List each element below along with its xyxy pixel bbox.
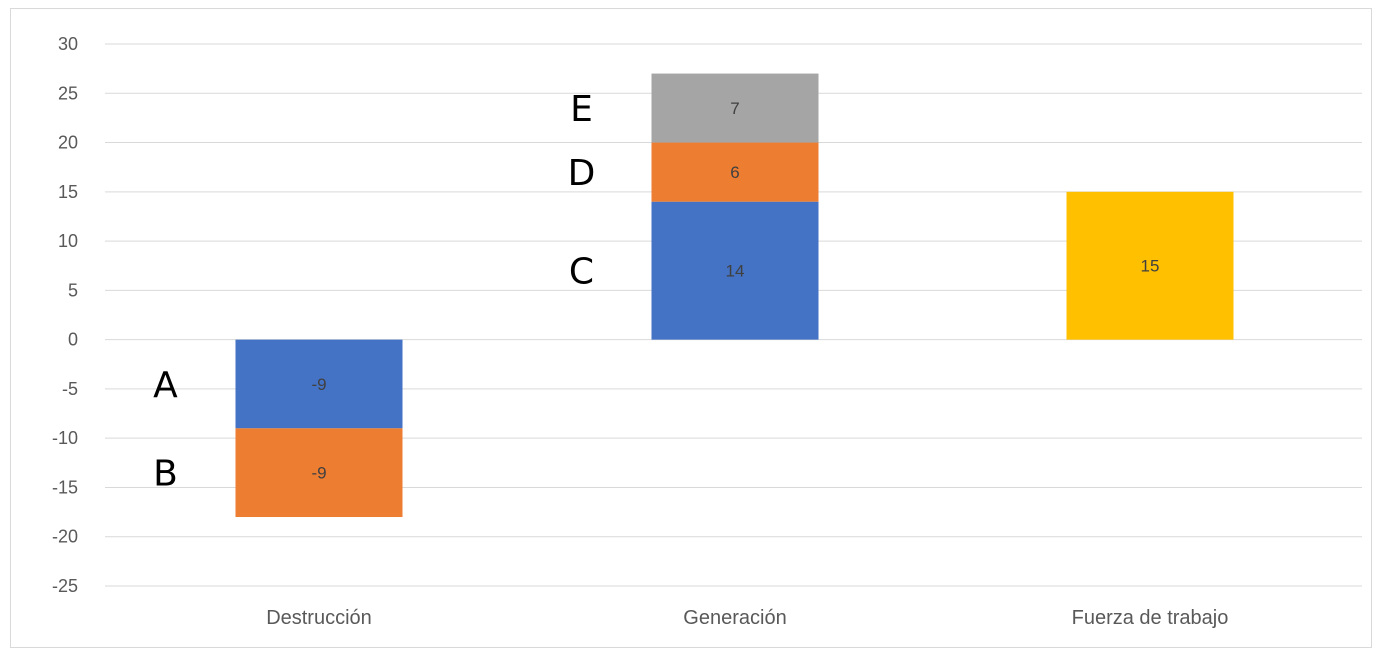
bar-segment (651, 73, 819, 143)
data-label: -9 (311, 464, 326, 483)
y-tick-label: 20 (58, 133, 78, 153)
bar-segment (651, 201, 819, 340)
x-category-label: Destrucción (266, 607, 372, 629)
x-category-label: Fuerza de trabajo (1072, 607, 1229, 629)
data-label: 14 (726, 262, 745, 281)
y-tick-label: 0 (68, 330, 78, 350)
segment-marker-label: C (569, 252, 594, 293)
y-tick-label: -5 (62, 379, 78, 399)
y-tick-label: -10 (52, 428, 78, 448)
x-category-label: Generación (683, 607, 786, 629)
y-tick-label: 25 (58, 83, 78, 103)
data-label: -9 (311, 375, 326, 394)
y-tick-label: -15 (52, 477, 78, 497)
y-tick-label: 15 (58, 182, 78, 202)
segment-marker-label: D (568, 153, 596, 194)
y-tick-label: 5 (68, 280, 78, 300)
data-label: 6 (730, 163, 739, 182)
y-tick-label: -20 (52, 527, 78, 547)
y-tick-label: 30 (58, 34, 78, 54)
bar-segment (1066, 191, 1234, 340)
data-label: 15 (1141, 257, 1160, 276)
data-label: 7 (730, 99, 739, 118)
y-tick-label: -25 (52, 576, 78, 596)
y-tick-label: 10 (58, 231, 78, 251)
segment-marker-label: A (153, 365, 178, 406)
bar-segment (651, 142, 819, 202)
bar-segment (235, 428, 403, 518)
bar-segment (235, 339, 403, 429)
segment-marker-label: B (153, 454, 178, 495)
segment-marker-label: E (570, 89, 593, 130)
